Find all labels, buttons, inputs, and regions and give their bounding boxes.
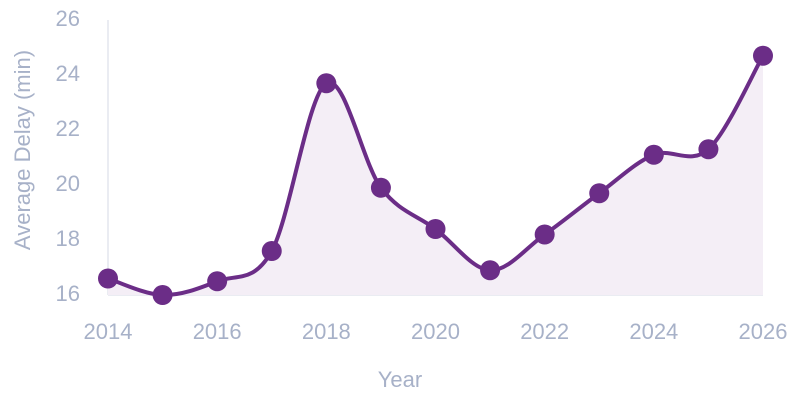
x-tick-label: 2026 [739,319,788,344]
area [108,55,763,296]
x-tick-label: 2024 [629,319,678,344]
point [643,144,664,165]
x-tick-label: 2022 [520,319,569,344]
point [316,73,337,94]
x-tick-label: 2020 [411,319,460,344]
y-tick-label: 18 [56,226,80,251]
y-tick-label: 22 [56,116,80,141]
point [207,271,228,292]
point [589,183,610,204]
point [98,268,118,289]
y-tick-label: 26 [56,6,80,31]
point [261,241,282,261]
x-axis-title: Year [378,367,422,392]
point [425,219,446,239]
y-axis-title: Average Delay (min) [10,50,35,250]
x-tick-label: 2018 [302,319,351,344]
point [534,224,555,245]
point [753,45,773,66]
point [370,177,391,198]
x-tick-label: 2016 [193,319,242,344]
y-tick-label: 20 [56,171,80,196]
point [698,139,719,160]
y-tick-label: 16 [56,281,80,306]
x-tick-label: 2014 [84,319,133,344]
point [152,285,173,305]
point [480,260,501,281]
y-tick-label: 24 [56,61,80,86]
